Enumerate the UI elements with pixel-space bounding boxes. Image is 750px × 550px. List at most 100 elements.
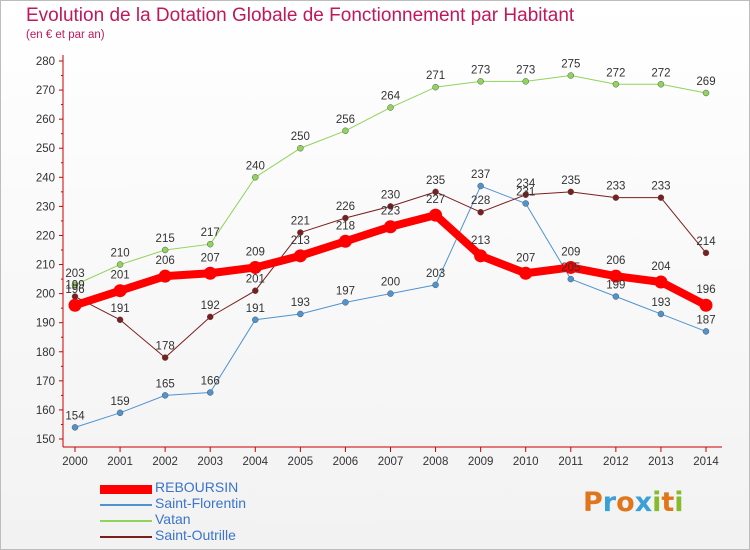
data-point-reboursin: [248, 260, 262, 274]
data-point-vatan: [297, 144, 304, 152]
y-tick-label: 210: [36, 260, 55, 272]
data-point-saint-outrille: [252, 287, 259, 294]
data-label-vatan: 264: [381, 91, 401, 103]
data-label-vatan: 210: [110, 248, 129, 260]
y-tick-label: 270: [36, 85, 55, 97]
data-point-saint-florentin: [206, 389, 214, 396]
data-point-reboursin: [384, 220, 397, 234]
chart-title: Evolution de la Dotation Globale de Fonc…: [26, 5, 575, 26]
data-point-vatan: [567, 72, 575, 79]
data-label-saint-outrille: 235: [426, 175, 445, 187]
data-point-vatan: [432, 83, 439, 91]
logo-letter: i: [674, 487, 684, 518]
data-label-saint-outrille: 178: [156, 341, 175, 353]
y-tick-label: 220: [36, 230, 55, 242]
data-point-vatan: [252, 174, 259, 181]
data-label-saint-florentin: 159: [110, 396, 129, 408]
data-point-reboursin: [609, 269, 623, 283]
x-tick-label: 2003: [197, 456, 223, 468]
data-label-vatan: 250: [291, 131, 310, 143]
data-point-saint-outrille: [612, 194, 620, 201]
data-point-reboursin: [699, 298, 713, 312]
data-point-saint-florentin: [387, 290, 394, 297]
legend-swatch: [100, 504, 152, 506]
x-tick-label: 2012: [603, 456, 629, 468]
legend-label: Saint-Outrille: [155, 527, 236, 543]
data-label-saint-outrille: 214: [696, 236, 716, 248]
x-tick-label: 2002: [152, 456, 178, 468]
data-point-reboursin: [203, 266, 217, 280]
data-label-vatan: 272: [606, 67, 625, 79]
data-label-saint-florentin: 199: [606, 280, 625, 292]
data-point-saint-florentin: [702, 328, 710, 335]
data-point-vatan: [657, 81, 665, 88]
logo-letter: t: [661, 487, 675, 518]
x-tick-label: 2005: [288, 456, 314, 468]
data-point-saint-outrille: [116, 316, 124, 324]
data-label-saint-florentin: 237: [471, 169, 490, 181]
data-label-vatan: 269: [696, 76, 715, 88]
data-point-reboursin: [564, 260, 578, 274]
logo-letter: x: [634, 487, 653, 518]
data-label-saint-florentin: 187: [696, 314, 715, 326]
legend-label: REBOURSIN: [155, 479, 239, 495]
y-tick-label: 180: [36, 347, 55, 359]
legend-swatch: [100, 536, 152, 538]
y-tick-label: 150: [36, 434, 55, 446]
data-point-saint-florentin: [252, 316, 259, 324]
data-label-saint-outrille: 199: [65, 280, 84, 292]
x-tick-label: 2014: [693, 456, 719, 468]
data-point-saint-outrille: [387, 203, 394, 210]
data-label-vatan: 215: [156, 233, 175, 245]
data-label-vatan: 240: [246, 160, 265, 172]
data-label-saint-outrille: 233: [606, 181, 625, 193]
y-tick-label: 190: [36, 318, 55, 330]
data-point-saint-outrille: [657, 194, 665, 201]
data-point-saint-outrille: [522, 191, 529, 199]
data-point-saint-florentin: [342, 299, 349, 306]
y-tick-label: 230: [36, 201, 55, 213]
data-point-reboursin: [519, 266, 533, 280]
data-point-saint-florentin: [477, 182, 484, 190]
data-point-saint-outrille: [342, 214, 349, 222]
data-label-saint-outrille: 191: [110, 303, 129, 315]
data-label-reboursin: 213: [291, 235, 310, 247]
y-tick-label: 250: [36, 143, 55, 155]
data-label-reboursin: 213: [471, 235, 490, 247]
y-tick-label: 280: [36, 56, 55, 68]
data-point-reboursin: [654, 275, 668, 289]
data-label-saint-outrille: 192: [201, 300, 220, 312]
data-label-vatan: 203: [65, 268, 84, 280]
data-point-saint-outrille: [567, 188, 575, 196]
proxiti-logo: Proxiti: [583, 487, 684, 518]
legend-swatch: [100, 520, 152, 522]
data-label-saint-florentin: 231: [516, 186, 535, 198]
data-label-reboursin: 209: [561, 246, 580, 258]
data-label-reboursin: 227: [426, 194, 445, 206]
data-point-saint-outrille: [702, 249, 710, 257]
chart-series: [68, 72, 713, 431]
data-label-reboursin: 196: [65, 284, 84, 296]
data-label-saint-florentin: 193: [291, 297, 310, 309]
data-label-vatan: 271: [426, 70, 445, 82]
data-label-saint-outrille: 201: [246, 274, 265, 286]
data-point-vatan: [71, 281, 79, 289]
data-point-saint-florentin: [161, 392, 169, 399]
x-tick-label: 2004: [242, 456, 268, 468]
data-label-vatan: 273: [471, 64, 490, 76]
chart-subtitle: (en € et par an): [26, 29, 105, 41]
data-point-saint-florentin: [116, 409, 124, 417]
x-tick-label: 2011: [558, 456, 583, 468]
data-point-saint-outrille: [161, 354, 169, 361]
data-point-vatan: [702, 89, 710, 97]
data-point-saint-outrille: [432, 188, 439, 196]
data-label-reboursin: 196: [696, 284, 715, 296]
data-label-reboursin: 204: [651, 261, 671, 273]
data-point-vatan: [522, 78, 529, 85]
legend-label: Vatan: [155, 511, 191, 527]
data-label-saint-florentin: 191: [246, 303, 265, 315]
series-saint-outrille: [71, 188, 710, 361]
data-point-vatan: [342, 127, 349, 135]
x-tick-label: 2001: [107, 456, 133, 468]
data-label-reboursin: 223: [381, 206, 400, 218]
